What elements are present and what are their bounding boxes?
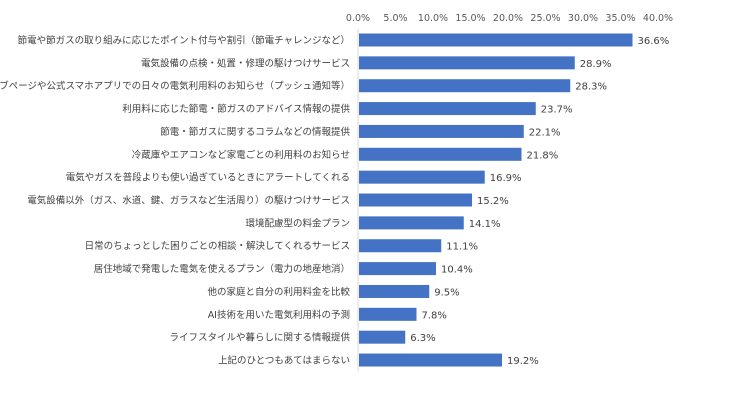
category-label: ウェブページや公式スマホアプリでの日々の電気利用料のお知らせ（プッシュ通知等） (0, 80, 350, 92)
category-label: 節電・節ガスに関するコラムなどの情報提供 (160, 126, 350, 138)
bar (359, 56, 575, 70)
category-label: ライフスタイルや暮らしに関する情報提供 (169, 332, 350, 344)
data-label: 19.2% (507, 356, 539, 367)
data-label: 14.1% (469, 219, 501, 230)
category-label: AI技術を用いた電気利用料の予測 (208, 309, 350, 321)
category-label: 居住地域で発電した電気を使えるプラン（電力の地産地消） (94, 263, 350, 275)
data-label: 9.5% (434, 287, 459, 298)
x-tick-label: 15.0% (455, 13, 485, 24)
data-label: 16.9% (490, 173, 522, 184)
bar (359, 353, 502, 367)
bar (359, 102, 536, 116)
data-label: 10.4% (441, 265, 473, 276)
bar (359, 216, 464, 230)
data-label: 15.2% (477, 196, 509, 207)
bar (359, 170, 485, 184)
category-label: 他の家庭と自分の利用料金を比較 (207, 286, 350, 298)
bar (359, 330, 406, 344)
category-label: 電気設備以外（ガス、水道、鍵、ガラスなど生活周り）の駆けつけサービス (27, 195, 350, 207)
x-tick-label: 40.0% (643, 13, 673, 24)
data-label: 23.7% (541, 105, 573, 116)
x-tick-label: 30.0% (568, 13, 598, 24)
data-label: 22.1% (529, 127, 561, 138)
data-label: 28.9% (580, 59, 612, 70)
category-label: 電気設備の点検・処置・修理の駆けつけサービス (141, 57, 350, 69)
category-label: 上記のひとつもあてはまらない (218, 355, 350, 367)
x-tick-label: 5.0% (383, 13, 407, 24)
data-label: 36.6% (638, 36, 670, 47)
bar (359, 284, 430, 298)
bar (359, 193, 472, 207)
category-label: 利用料に応じた節電・節ガスのアドバイス情報の提供 (122, 103, 350, 115)
bar (359, 33, 633, 47)
data-label: 11.1% (446, 242, 478, 253)
data-label: 21.8% (527, 150, 559, 161)
x-tick-label: 20.0% (493, 13, 523, 24)
bar (359, 262, 436, 276)
category-label: 節電や節ガスの取り組みに応じたポイント付与や割引（節電チャレンジなど） (18, 35, 350, 47)
data-label: 28.3% (575, 82, 607, 93)
bar (359, 79, 571, 93)
category-label: 電気やガスを普段よりも使い過ぎているときにアラートしてくれる (66, 172, 350, 184)
x-tick-label: 10.0% (418, 13, 448, 24)
x-tick-label: 35.0% (605, 13, 635, 24)
x-tick-label: 25.0% (530, 13, 560, 24)
data-label: 7.8% (422, 310, 447, 321)
bar (359, 124, 524, 138)
bar (359, 147, 522, 161)
data-label: 6.3% (410, 333, 435, 344)
category-label: 冷蔵庫やエアコンなど家電ごとの利用料のお知らせ (132, 149, 350, 161)
category-label: 日常のちょっとした困りごとの相談・解決してくれるサービス (85, 240, 350, 252)
bar (359, 239, 442, 253)
x-tick-label: 0.0% (346, 13, 370, 24)
category-label: 環境配慮型の料金プラン (245, 217, 350, 229)
bar (359, 307, 417, 321)
